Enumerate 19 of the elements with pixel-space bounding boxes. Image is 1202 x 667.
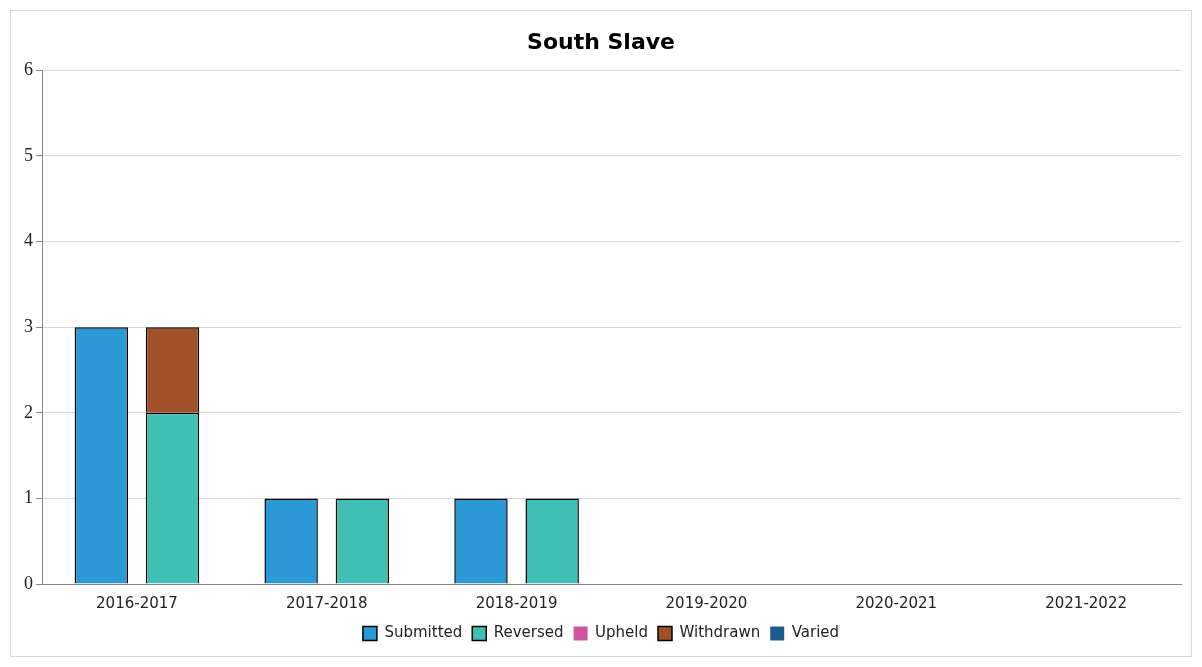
y-tick-label: 4 (24, 230, 33, 251)
x-tick-label: 2020-2021 (855, 593, 938, 612)
chart-title: South Slave (527, 28, 675, 54)
x-tick-label: 2016-2017 (96, 593, 178, 612)
y-tick-label: 3 (24, 315, 33, 336)
x-tick-label: 2018-2019 (475, 593, 558, 612)
legend-label: Withdrawn (679, 623, 761, 642)
y-tick-label: 6 (24, 59, 33, 80)
y-tick-label: 2 (24, 401, 33, 422)
legend-label: Submitted (384, 623, 463, 642)
x-tick-label: 2017-2018 (285, 593, 368, 612)
x-tick-label: 2021-2022 (1045, 593, 1127, 612)
legend-label: Varied (791, 623, 840, 642)
y-tick-label: 5 (24, 144, 33, 165)
y-tick-label: 0 (24, 572, 33, 593)
x-tick-label: 2019-2020 (665, 593, 748, 612)
y-tick-label: 1 (24, 487, 33, 508)
legend-label: Reversed (493, 623, 564, 642)
legend-label: Upheld (595, 623, 649, 642)
